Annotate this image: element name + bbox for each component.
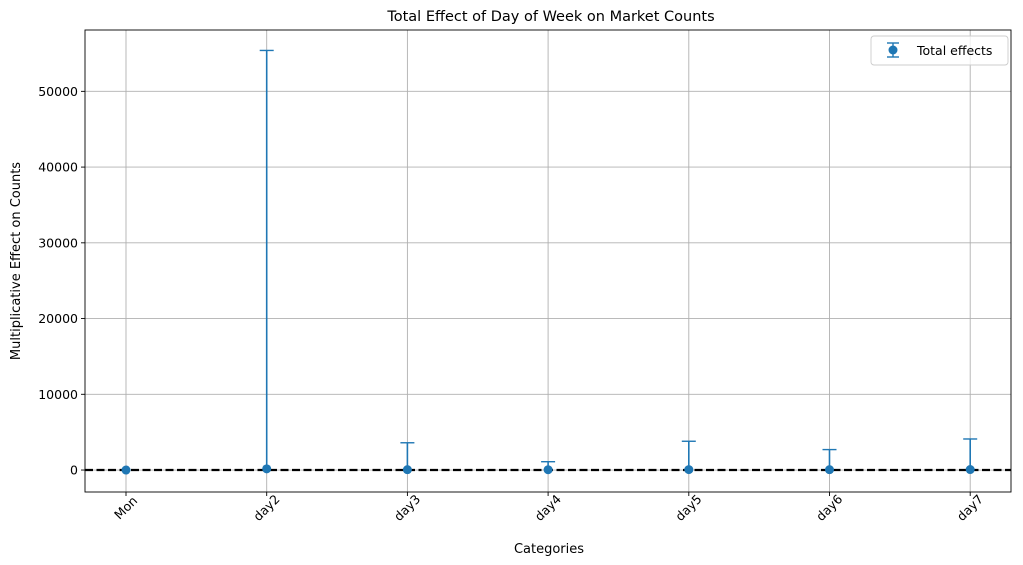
legend-label-total-effects: Total effects: [916, 43, 992, 58]
y-tick-label: 30000: [38, 235, 78, 250]
data-point: [684, 465, 694, 475]
data-point: [825, 465, 834, 475]
x-tick-label: day2: [250, 491, 282, 523]
legend: Total effects: [870, 35, 1009, 66]
y-tick-label: 50000: [38, 84, 78, 99]
y-tick-label: 10000: [38, 387, 78, 402]
data-point: [121, 465, 131, 475]
point-layer: [121, 464, 975, 475]
errorbar-layer: [259, 49, 978, 470]
y-axis-label: Multiplicative Effect on Counts: [9, 162, 24, 360]
data-point: [402, 465, 412, 475]
legend-box: [870, 35, 1009, 66]
data-point: [543, 465, 553, 475]
x-axis-label: Categories: [514, 542, 584, 557]
x-tick-label: day5: [672, 491, 704, 523]
legend-point: [888, 45, 898, 55]
x-axis-ticks: Mon day2 day3 day4 day5 day6 day7: [111, 491, 986, 524]
chart-title: Total Effect of Day of Week on Market Co…: [386, 9, 714, 25]
x-tick-label: day7: [954, 491, 986, 523]
legend-marker: [887, 42, 899, 58]
y-axis-ticks: 0 10000 20000 30000 40000 50000: [38, 84, 85, 478]
x-tick-label: day6: [813, 491, 846, 524]
x-tick-label: Mon: [111, 493, 140, 522]
y-tick-label: 40000: [38, 160, 78, 175]
x-tick-label: day4: [531, 491, 564, 524]
data-point: [262, 464, 272, 474]
data-point: [965, 465, 975, 475]
x-tick-label: day3: [391, 491, 423, 523]
grid-layer: [85, 30, 1011, 492]
y-tick-label: 0: [70, 463, 78, 478]
plot-area-frame: [84, 29, 1012, 493]
y-tick-label: 20000: [38, 311, 78, 326]
